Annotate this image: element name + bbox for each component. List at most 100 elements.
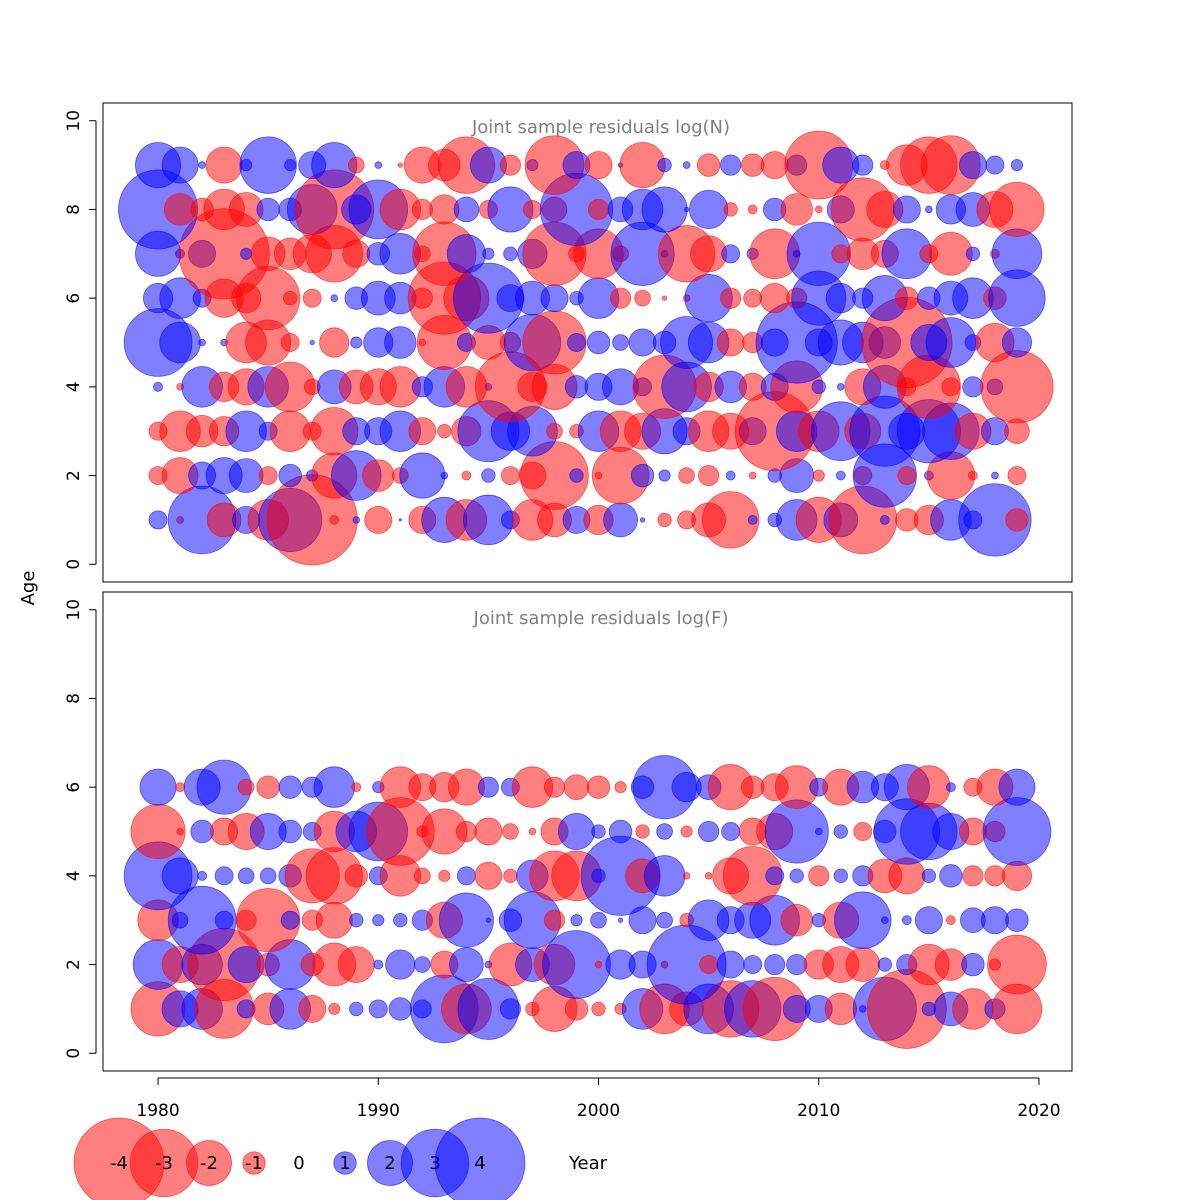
residual-bubble [699, 955, 719, 974]
x-tick-label: 1980 [136, 1101, 179, 1121]
residual-bubble [503, 868, 518, 884]
residual-bubble [159, 321, 201, 364]
y-axis-title: Age [18, 571, 39, 606]
residual-bubble [564, 997, 589, 1021]
residual-bubble [808, 865, 830, 887]
residual-bubble [329, 514, 340, 525]
panel-log-n: Joint sample residuals log(N) 0 2 4 6 8 10 [64, 102, 1073, 583]
residual-bubble [834, 891, 892, 949]
residual-bubble [197, 870, 208, 881]
residual-bubble [283, 290, 298, 306]
x-tick-label: 2000 [577, 1101, 620, 1121]
y-tick-label: 6 [64, 782, 84, 793]
residual-bubble [939, 864, 963, 888]
residual-bubble [608, 819, 633, 844]
residual-bubble [280, 910, 300, 930]
x-tick-label: 2010 [797, 1101, 840, 1121]
residual-bubble [330, 294, 339, 302]
residual-bubble [833, 868, 848, 884]
residual-bubble [569, 468, 584, 483]
residual-bubble [587, 198, 610, 221]
residual-bubble [945, 782, 956, 793]
residual-bubble [176, 827, 184, 836]
residual-bubble [991, 471, 999, 480]
residual-bubble [437, 424, 452, 439]
residual-bubble [682, 161, 691, 169]
residual-bubble [897, 466, 917, 485]
residual-bubble [388, 997, 413, 1021]
residual-bubble [764, 953, 786, 976]
residual-bubble [879, 514, 890, 525]
residual-bubble [373, 959, 384, 970]
y-tick-label: 4 [64, 381, 84, 392]
residual-bubble [236, 888, 301, 953]
residual-bubble [641, 186, 688, 233]
bubble-layer [123, 755, 1052, 1049]
panel-title: Joint sample residuals log(N) [471, 117, 730, 138]
residual-bubble [591, 824, 606, 839]
residual-bubble [877, 957, 892, 972]
residual-bubble [259, 867, 277, 885]
residual-bubble [998, 768, 1036, 806]
residual-bubble [833, 824, 848, 839]
residual-bubble [461, 470, 472, 481]
residual-bubble [474, 861, 503, 890]
residual-bubble [298, 994, 327, 1023]
residual-bubble [543, 776, 566, 798]
residual-bubble [961, 952, 985, 977]
residual-bubble [374, 161, 383, 169]
residual-bubble [639, 517, 646, 523]
residual-bubble [240, 247, 253, 260]
residual-bubble [980, 906, 1009, 935]
residual-bubble [347, 156, 365, 174]
y-tick-label: 0 [64, 559, 84, 570]
residual-bubble [814, 205, 823, 214]
residual-bubble [958, 483, 1032, 557]
residual-bubble [477, 776, 499, 798]
residual-bubble [740, 775, 765, 799]
residual-bubble [720, 154, 742, 176]
residual-bubble [634, 289, 651, 307]
residual-bubble [205, 146, 243, 184]
y-tick-label: 10 [64, 599, 84, 621]
residual-bubble [481, 468, 496, 483]
residual-bubble [500, 466, 520, 485]
residual-bubble [456, 866, 476, 886]
residual-bubble [824, 992, 857, 1026]
residual-bubble [352, 516, 361, 524]
legend-bubble [186, 1140, 232, 1186]
x-axis: 1980 1990 2000 2010 2020 [136, 1077, 1061, 1121]
y-tick-label: 2 [64, 470, 84, 481]
residual-bubble [523, 200, 542, 219]
residual-bubble [256, 775, 280, 799]
residual-bubble [349, 1001, 364, 1017]
legend-label: 0 [293, 1153, 304, 1174]
residual-bubble [564, 375, 589, 399]
residual-bubble [747, 514, 758, 525]
y-tick-label: 4 [64, 870, 84, 881]
residual-bubble [716, 950, 745, 979]
residual-bubble [780, 903, 813, 937]
residual-bubble [502, 823, 519, 840]
residual-bubble [811, 379, 826, 395]
residual-bubble [319, 327, 350, 358]
residual-bubble [543, 909, 566, 931]
residual-bubble [835, 470, 846, 481]
residual-bubble [743, 955, 763, 974]
residual-bubble [704, 872, 713, 880]
residual-bubble [503, 246, 518, 261]
residual-bubble [440, 471, 449, 480]
residual-bubble [987, 934, 1047, 995]
residual-bubble [759, 283, 790, 314]
residual-bubble [853, 822, 873, 841]
y-tick-label: 8 [64, 204, 84, 215]
residual-bubble [278, 775, 302, 799]
residual-bubble [449, 947, 484, 982]
bubble-layer [118, 130, 1054, 566]
residual-bubble [453, 196, 480, 223]
residual-bubble [617, 917, 624, 923]
residual-bubble [351, 782, 362, 793]
residual-bubble [845, 947, 881, 982]
residual-bubble [1005, 508, 1029, 532]
residual-bubble [315, 901, 353, 939]
